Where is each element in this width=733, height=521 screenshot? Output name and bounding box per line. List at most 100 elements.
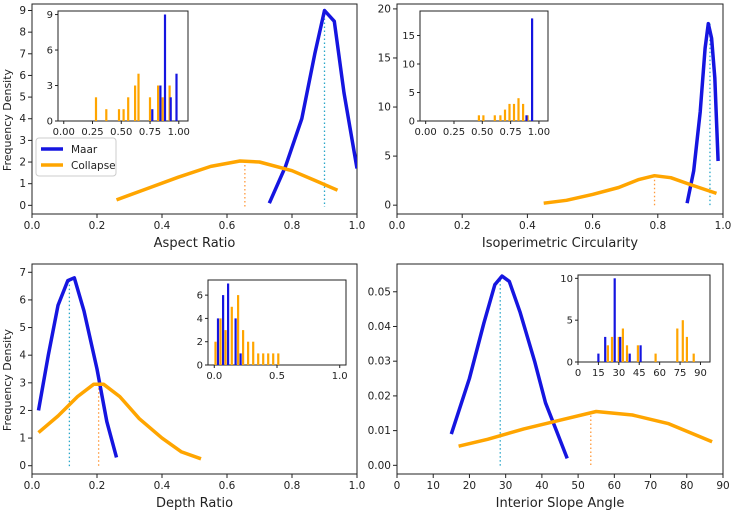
inset-bar-collapse bbox=[508, 103, 511, 121]
x-tick-label: 0.2 bbox=[89, 480, 106, 492]
inset-y-tick-label: 0 bbox=[409, 117, 415, 128]
x-tick-label: 1.0 bbox=[349, 220, 366, 232]
series-line-collapse bbox=[115, 159, 339, 202]
x-tick-label: 20 bbox=[463, 480, 476, 492]
inset-y-tick-label: 10 bbox=[560, 274, 573, 285]
inset-bar-collapse bbox=[517, 98, 520, 121]
x-tick-label: 0.0 bbox=[389, 220, 406, 232]
x-tick-label: 0.4 bbox=[154, 220, 171, 232]
x-tick-label: 0.0 bbox=[24, 220, 41, 232]
inset-y-tick-label: 15 bbox=[402, 31, 415, 42]
y-tick-label: 0.02 bbox=[368, 390, 391, 402]
x-tick-label: 90 bbox=[716, 480, 729, 492]
y-tick-label: 4 bbox=[19, 113, 26, 125]
inset-bar-collapse bbox=[257, 353, 260, 365]
inset-y-tick-label: 0 bbox=[47, 117, 53, 128]
x-tick-label: 0.8 bbox=[649, 220, 666, 232]
y-tick-label: 8 bbox=[19, 27, 26, 39]
inset-x-tick-label: 15 bbox=[592, 368, 605, 379]
inset-bar-collapse bbox=[161, 97, 164, 121]
inset-y-tick-label: 0 bbox=[567, 358, 573, 369]
x-tick-label: 60 bbox=[608, 480, 621, 492]
x-axis-label: Aspect Ratio bbox=[154, 236, 236, 251]
inset-bar-maar bbox=[239, 353, 242, 365]
inset-bar-collapse bbox=[237, 295, 240, 365]
inset-bar-collapse bbox=[692, 353, 695, 362]
inset-bar-collapse bbox=[117, 109, 121, 121]
y-tick-label: 0.05 bbox=[368, 286, 391, 298]
inset-y-tick-label: 0 bbox=[197, 361, 203, 372]
x-axis-label: Interior Slope Angle bbox=[496, 496, 625, 511]
y-tick-label: 0 bbox=[19, 460, 26, 472]
inset-bar-collapse bbox=[625, 345, 629, 362]
y-tick-label: 15 bbox=[378, 52, 391, 64]
inset-bar-collapse bbox=[676, 328, 679, 362]
inset-bar-collapse bbox=[219, 318, 222, 365]
inset-y-tick-label: 3 bbox=[47, 81, 53, 92]
inset-x-tick-label: 0.50 bbox=[110, 127, 132, 138]
y-tick-label: 3 bbox=[19, 135, 26, 147]
y-tick-label: 7 bbox=[19, 48, 26, 60]
inset-bar-collapse bbox=[617, 336, 620, 362]
inset-y-tick-label: 5 bbox=[567, 316, 573, 327]
inset-y-tick-label: 9 bbox=[47, 10, 53, 21]
inset-bar-collapse bbox=[272, 353, 275, 365]
y-tick-label: 0.04 bbox=[368, 321, 392, 333]
inset-x-tick-label: 75 bbox=[674, 368, 687, 379]
inset-bar-maar bbox=[531, 18, 534, 121]
x-tick-label: 0.2 bbox=[454, 220, 471, 232]
plot-frame bbox=[31, 3, 358, 215]
y-tick-label: 5 bbox=[19, 92, 26, 104]
inset-x-tick-label: 0.25 bbox=[443, 127, 465, 138]
inset-bar-collapse bbox=[267, 353, 270, 365]
series-line-maar bbox=[267, 8, 357, 204]
y-tick-label: 0.03 bbox=[368, 356, 391, 368]
inset-x-tick-label: 1.00 bbox=[168, 127, 190, 138]
inset-bar-collapse bbox=[277, 353, 280, 365]
inset-x-tick-label: 0.50 bbox=[471, 127, 493, 138]
inset-bar-collapse bbox=[654, 353, 657, 362]
inset-bar-maar bbox=[169, 97, 172, 121]
y-tick-label: 1 bbox=[19, 178, 26, 190]
y-tick-label: 10 bbox=[378, 102, 391, 114]
x-tick-label: 1.0 bbox=[715, 220, 732, 232]
inset-bar-collapse bbox=[606, 345, 609, 362]
inset-bar-maar bbox=[227, 283, 230, 365]
y-tick-label: 6 bbox=[19, 70, 26, 82]
inset-x-tick-label: 0.00 bbox=[53, 127, 75, 138]
inset-bar-collapse bbox=[685, 336, 688, 362]
inset-bar-collapse bbox=[681, 320, 684, 362]
y-tick-label: 5 bbox=[19, 322, 26, 334]
inset-bar-maar bbox=[597, 353, 600, 362]
inset-bar-maar bbox=[234, 318, 237, 365]
inset-bar-collapse bbox=[94, 97, 98, 121]
inset-frame bbox=[577, 274, 711, 363]
inset-x-tick-label: 0.00 bbox=[415, 127, 437, 138]
inset-bar-collapse bbox=[512, 103, 516, 121]
inset-y-tick-label: 5 bbox=[409, 88, 415, 99]
y-tick-label: 6 bbox=[19, 294, 26, 306]
inset-bar-maar bbox=[175, 73, 178, 121]
inset-x-tick-label: 45 bbox=[633, 368, 646, 379]
y-tick-label: 1 bbox=[19, 433, 26, 445]
series-line-collapse bbox=[37, 382, 202, 461]
inset-bar-collapse bbox=[503, 109, 507, 121]
y-tick-label: 0.01 bbox=[368, 425, 391, 437]
inset-bar-collapse bbox=[493, 115, 496, 121]
x-tick-label: 1.0 bbox=[349, 480, 366, 492]
y-tick-label: 3 bbox=[19, 377, 26, 389]
inset-frame bbox=[419, 10, 549, 122]
inset-x-tick-label: 0.5 bbox=[269, 371, 285, 382]
x-tick-label: 0.6 bbox=[219, 480, 236, 492]
series-line-collapse bbox=[543, 173, 718, 205]
y-tick-label: 0.00 bbox=[368, 460, 391, 472]
inset-bar-collapse bbox=[247, 341, 250, 365]
plot-frame bbox=[396, 3, 724, 215]
inset-bar-collapse bbox=[522, 103, 525, 121]
inset-bar-collapse bbox=[122, 109, 125, 121]
series-line-maar bbox=[36, 276, 119, 458]
inset-bar-maar bbox=[163, 14, 167, 121]
inset-bar-collapse bbox=[610, 336, 614, 362]
y-tick-label: 20 bbox=[378, 3, 391, 15]
